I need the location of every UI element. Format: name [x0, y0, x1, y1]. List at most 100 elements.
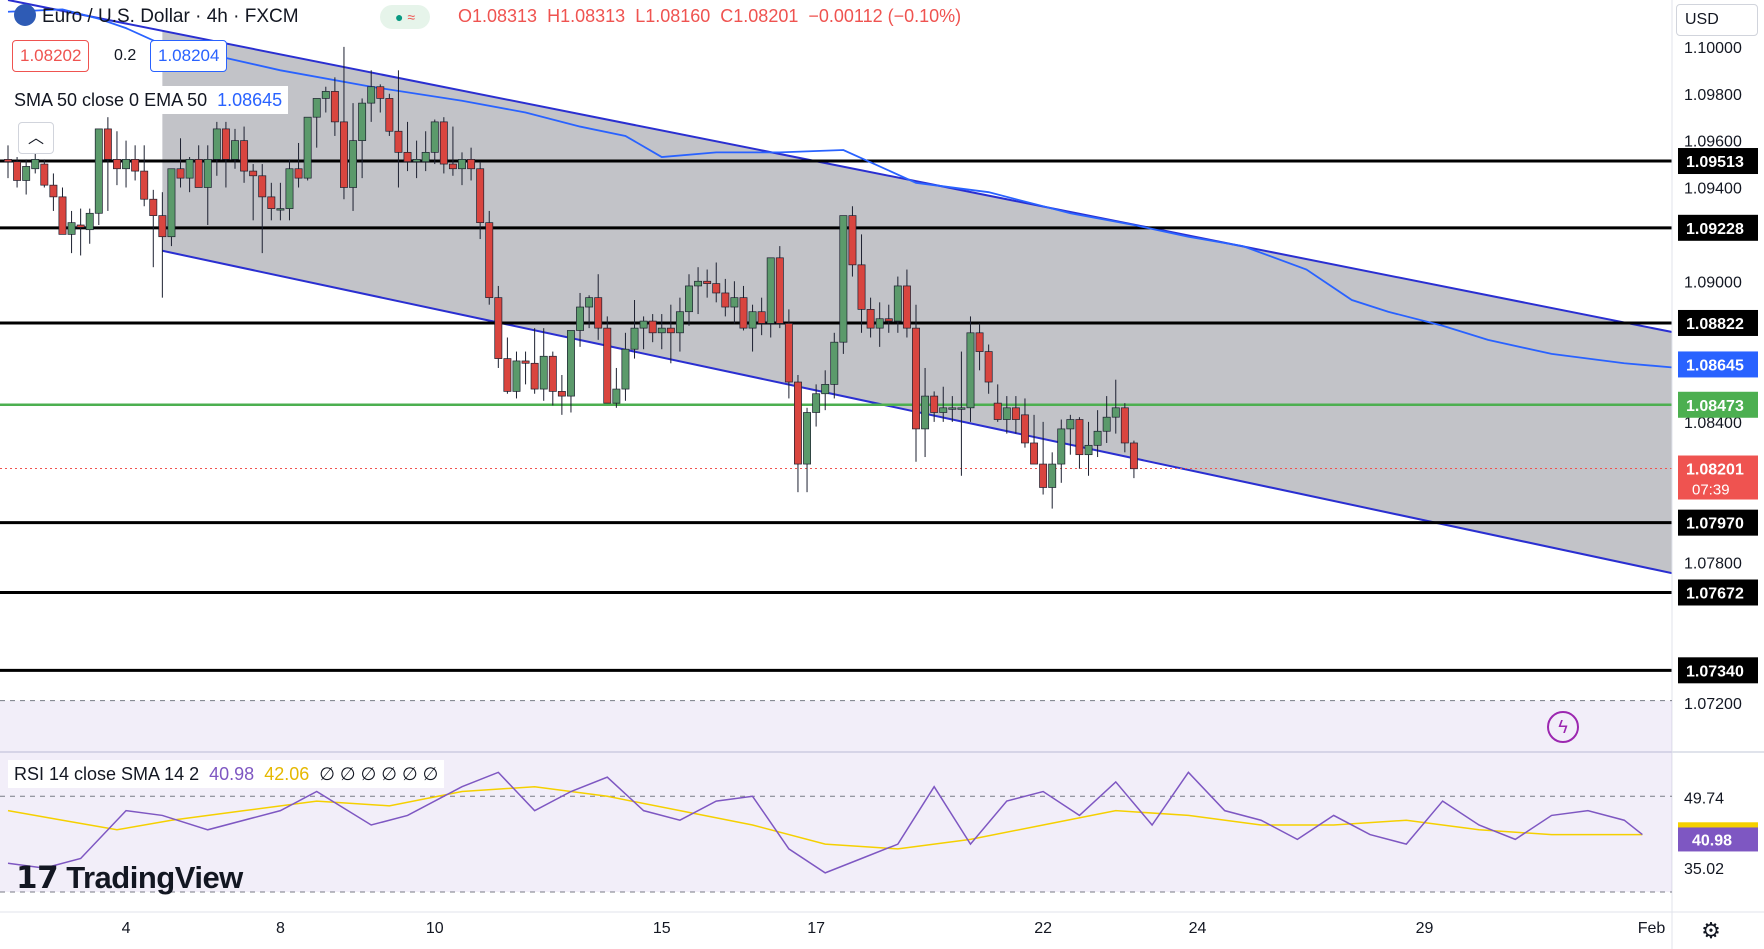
- rsi-blank-values: ∅ ∅ ∅ ∅ ∅ ∅: [319, 764, 439, 784]
- candle-body: [948, 407, 957, 410]
- candle-28: [258, 164, 267, 254]
- candle-30: [276, 182, 285, 221]
- candle-body: [812, 393, 821, 413]
- candle-70: [639, 316, 648, 350]
- x-tick-label-6: 24: [1189, 920, 1207, 937]
- candle-91: [830, 332, 839, 399]
- y-tick-label-0: 1.10000: [1684, 40, 1742, 57]
- candle-body: [884, 318, 893, 322]
- lightning-icon[interactable]: ϟ: [1547, 711, 1579, 743]
- candle-body: [621, 348, 630, 390]
- candle-35: [321, 86, 330, 113]
- x-tick-label-7: 29: [1416, 920, 1434, 937]
- candle-body: [240, 140, 249, 172]
- candle-body: [848, 215, 857, 266]
- candle-body: [185, 159, 194, 179]
- candle-body: [657, 327, 666, 334]
- candle-124: [1129, 440, 1138, 479]
- candle-93: [848, 206, 857, 277]
- support-tag: 1.08473: [1686, 398, 1744, 415]
- candle-44: [403, 121, 412, 172]
- candle-body: [448, 163, 457, 170]
- candle-36: [330, 77, 339, 136]
- candle-46: [421, 131, 430, 172]
- candle-body: [294, 168, 303, 179]
- sell-price-button[interactable]: 1.08202: [12, 40, 90, 72]
- last-price-tag-bg: [1678, 455, 1758, 500]
- indicator-legend[interactable]: SMA 50 close 0 EMA 50 1.08645: [8, 86, 289, 114]
- candle-13: [122, 140, 130, 188]
- candle-body: [131, 159, 140, 172]
- candle-body: [1093, 430, 1102, 446]
- candle-87: [794, 375, 802, 493]
- candle-45: [412, 140, 421, 179]
- candle-2: [22, 159, 31, 195]
- candle-body: [58, 196, 67, 235]
- candle-body: [766, 257, 775, 324]
- currency-selector[interactable]: USD: [1676, 4, 1758, 36]
- rsi-legend[interactable]: RSI 14 close SMA 14 2 40.98 42.06 ∅ ∅ ∅ …: [8, 760, 445, 788]
- sma-tag-bg: [1678, 351, 1758, 378]
- candle-body: [748, 311, 757, 329]
- candle-84: [766, 257, 775, 338]
- candle-body: [603, 327, 612, 404]
- indicator-toggle-icon[interactable]: ● ≈: [380, 5, 430, 29]
- buy-price-button[interactable]: 1.08204: [150, 40, 228, 72]
- candle-81: [739, 285, 748, 331]
- candle-body: [49, 184, 58, 198]
- candle-body: [1120, 407, 1129, 444]
- candle-94: [857, 234, 866, 333]
- candle-100: [912, 304, 920, 462]
- candle-body: [103, 128, 112, 160]
- candle-body: [276, 208, 285, 211]
- candle-body: [258, 175, 267, 198]
- candle-75: [685, 274, 693, 326]
- candle-115: [1048, 452, 1057, 509]
- candle-body: [521, 360, 530, 364]
- candle-body: [821, 384, 830, 395]
- y-tick-label-5: 1.08400: [1684, 415, 1742, 432]
- x-tick-label-5: 22: [1034, 920, 1052, 937]
- candle-34: [312, 98, 321, 148]
- symbol-header[interactable]: Euro / U.S. Dollar · 4h · FXCM: [14, 4, 299, 28]
- candle-body: [158, 215, 167, 238]
- level-tag-0-bg: [1678, 148, 1758, 175]
- candle-body: [303, 116, 312, 179]
- candle-body: [1084, 444, 1093, 456]
- candle-117: [1066, 414, 1075, 455]
- candle-112: [1021, 398, 1029, 448]
- candle-23: [212, 121, 221, 176]
- countdown-tag: 07:39: [1692, 482, 1730, 499]
- settings-gear-icon[interactable]: ⚙: [1701, 918, 1721, 943]
- candle-83: [757, 297, 766, 336]
- candle-9: [85, 208, 94, 244]
- candle-102: [930, 391, 939, 422]
- x-tick-label-8: Feb: [1638, 920, 1666, 937]
- candle-body: [403, 151, 412, 163]
- candle-body: [140, 170, 149, 200]
- candle-body: [503, 358, 512, 392]
- candle-55: [503, 337, 512, 394]
- candle-body: [530, 362, 539, 390]
- x-tick-label-3: 15: [653, 920, 671, 937]
- candle-body: [194, 159, 203, 188]
- candle-body: [957, 407, 966, 410]
- candle-26: [240, 126, 249, 183]
- y-tick-label-6: 1.07800: [1684, 556, 1742, 573]
- candle-body: [548, 355, 557, 392]
- level-tag-2: 1.08822: [1686, 316, 1744, 333]
- candle-body: [285, 168, 294, 209]
- candle-body: [1030, 442, 1038, 465]
- candle-107: [975, 323, 984, 371]
- candle-body: [321, 91, 330, 99]
- candle-body: [476, 168, 485, 224]
- candle-body: [775, 257, 784, 324]
- candle-body: [830, 341, 839, 385]
- candle-106: [966, 316, 975, 422]
- collapse-chevron-icon[interactable]: ︿: [18, 122, 54, 154]
- level-tag-4-bg: [1678, 579, 1758, 606]
- level-tag-4: 1.07672: [1686, 586, 1744, 603]
- candle-body: [31, 159, 40, 170]
- candle-body: [221, 128, 230, 160]
